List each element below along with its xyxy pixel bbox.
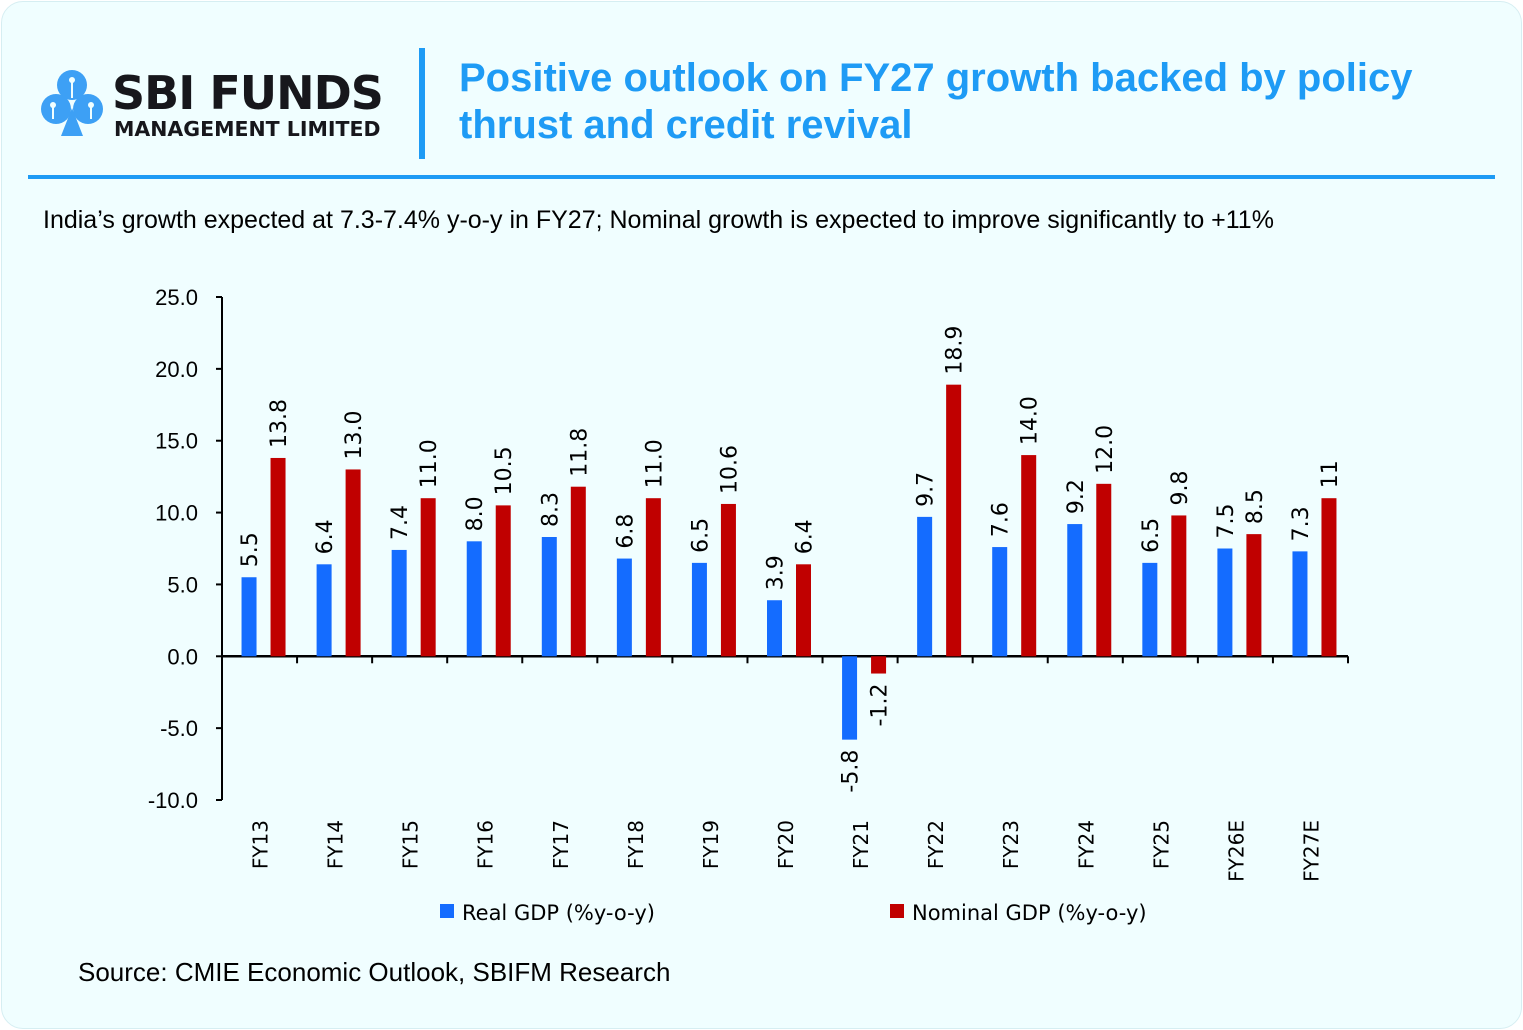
category-label: FY18 bbox=[624, 820, 648, 869]
bar-real bbox=[1067, 524, 1083, 657]
bar-nominal bbox=[1246, 534, 1262, 657]
data-label: 8.3 bbox=[538, 492, 563, 527]
data-label: 6.5 bbox=[1139, 518, 1164, 553]
data-label: 13.8 bbox=[267, 399, 292, 448]
data-label: 5.5 bbox=[238, 532, 263, 567]
y-tick-label: 15.0 bbox=[155, 429, 198, 454]
bar-nominal bbox=[1321, 498, 1337, 657]
bar-nominal bbox=[420, 498, 436, 657]
data-label: 18.9 bbox=[943, 326, 968, 375]
data-label: 10.6 bbox=[717, 445, 742, 494]
data-label: 11.0 bbox=[417, 439, 442, 488]
bar-nominal bbox=[345, 469, 361, 657]
data-label: 6.4 bbox=[313, 519, 338, 554]
bar-nominal bbox=[796, 564, 811, 657]
data-label: 7.6 bbox=[989, 502, 1014, 537]
data-label: 6.4 bbox=[793, 519, 818, 554]
bar-real bbox=[391, 549, 407, 657]
data-label: 7.4 bbox=[388, 505, 413, 540]
data-label: -1.2 bbox=[868, 684, 893, 727]
category-label: FY17 bbox=[549, 820, 573, 869]
y-tick-label: 0.0 bbox=[167, 644, 198, 669]
bar-nominal bbox=[720, 503, 736, 657]
header-rule bbox=[28, 175, 1495, 179]
header-divider bbox=[419, 48, 425, 159]
bar-nominal bbox=[1021, 455, 1037, 657]
legend-label: Real GDP (%y-o-y) bbox=[462, 901, 655, 925]
data-label: 11.8 bbox=[567, 428, 592, 477]
bar-real bbox=[992, 547, 1008, 657]
bar-nominal bbox=[1096, 483, 1112, 657]
data-label: 6.5 bbox=[688, 518, 713, 553]
bar-real bbox=[466, 541, 482, 657]
y-tick-label: 10.0 bbox=[155, 501, 198, 526]
brand-subname: MANAGEMENT LIMITED bbox=[114, 117, 381, 141]
bar-nominal bbox=[1171, 515, 1187, 657]
sbi-logo-icon bbox=[41, 70, 103, 136]
data-label: 7.5 bbox=[1214, 504, 1239, 539]
chart-subtitle: India’s growth expected at 7.3-7.4% y-o-… bbox=[43, 206, 1274, 234]
legend-label: Nominal GDP (%y-o-y) bbox=[912, 901, 1147, 925]
bar-real bbox=[1217, 548, 1233, 657]
category-label: FY26E bbox=[1224, 820, 1248, 882]
category-label: FY13 bbox=[249, 820, 273, 869]
bar-real bbox=[541, 537, 557, 657]
y-tick-label: -5.0 bbox=[160, 716, 198, 741]
category-label: FY21 bbox=[849, 820, 873, 869]
bar-nominal bbox=[570, 486, 586, 657]
category-label: FY27E bbox=[1299, 820, 1323, 882]
bar-nominal bbox=[946, 384, 962, 657]
y-tick-label: 5.0 bbox=[167, 572, 198, 597]
data-label: 9.7 bbox=[914, 472, 939, 507]
category-label: FY22 bbox=[924, 820, 948, 869]
page-title: Positive outlook on FY27 growth backed b… bbox=[459, 55, 1413, 149]
y-tick-label: -10.0 bbox=[148, 788, 198, 813]
data-label: 3.9 bbox=[764, 555, 789, 590]
bar-real bbox=[917, 516, 933, 657]
data-label: 10.5 bbox=[492, 446, 517, 495]
data-label: 9.2 bbox=[1064, 479, 1089, 514]
data-label: 9.8 bbox=[1168, 470, 1193, 505]
bar-real bbox=[842, 656, 858, 740]
category-label: FY25 bbox=[1149, 820, 1173, 869]
data-label: 11.0 bbox=[642, 439, 667, 488]
legend-swatch bbox=[890, 904, 904, 918]
bar-real bbox=[691, 562, 707, 657]
source-note: Source: CMIE Economic Outlook, SBIFM Res… bbox=[78, 957, 671, 987]
category-label: FY14 bbox=[324, 820, 348, 869]
data-label: 14.0 bbox=[1018, 396, 1043, 445]
bar-real bbox=[1292, 551, 1308, 657]
data-label: 8.5 bbox=[1243, 489, 1268, 524]
bar-nominal bbox=[645, 498, 661, 657]
category-label: FY15 bbox=[399, 820, 423, 869]
title-line-1: Positive outlook on FY27 growth backed b… bbox=[459, 56, 1413, 100]
category-label: FY16 bbox=[474, 820, 498, 869]
bar-nominal bbox=[871, 656, 887, 674]
data-label: 6.8 bbox=[613, 514, 638, 549]
bar-real bbox=[241, 577, 257, 657]
bar-nominal bbox=[495, 505, 511, 657]
data-label: 13.0 bbox=[342, 410, 367, 459]
data-label: 7.3 bbox=[1289, 506, 1314, 541]
bar-real bbox=[767, 600, 782, 657]
bar-real bbox=[616, 558, 632, 657]
data-label: 8.0 bbox=[463, 496, 488, 531]
data-label: 12.0 bbox=[1093, 425, 1118, 474]
y-tick-label: 20.0 bbox=[155, 357, 198, 382]
category-label: FY23 bbox=[999, 820, 1023, 869]
data-label: 11 bbox=[1318, 460, 1343, 488]
bar-nominal bbox=[270, 457, 286, 657]
bar-real bbox=[1142, 562, 1158, 657]
bar-real bbox=[316, 564, 332, 657]
title-line-2: thrust and credit revival bbox=[459, 103, 913, 147]
category-label: FY20 bbox=[774, 820, 798, 869]
data-label: -5.8 bbox=[839, 750, 864, 793]
category-label: FY19 bbox=[699, 820, 723, 869]
brand-name: SBI FUNDS bbox=[112, 66, 384, 120]
legend-swatch bbox=[440, 904, 454, 918]
y-tick-label: 25.0 bbox=[155, 285, 198, 310]
category-label: FY24 bbox=[1074, 820, 1098, 869]
